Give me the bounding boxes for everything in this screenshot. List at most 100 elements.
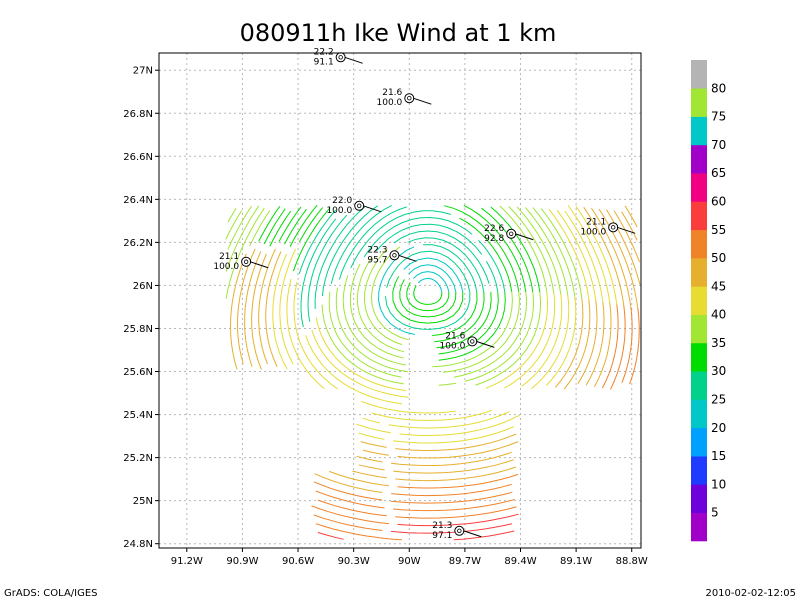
colorbar-swatch xyxy=(691,116,707,146)
streamline xyxy=(338,206,408,280)
colorbar-label: 15 xyxy=(711,449,726,463)
y-tick-label: 25.6N xyxy=(123,367,153,378)
streamline xyxy=(313,481,383,501)
streamline xyxy=(459,217,513,292)
station-temperature: 22.3 xyxy=(367,245,387,255)
station-marker: 22.395.7 xyxy=(367,245,417,265)
colorbar-swatch xyxy=(691,201,707,231)
station-dot xyxy=(470,339,475,344)
station-circle xyxy=(335,52,346,63)
station-circle xyxy=(354,200,365,211)
streamline xyxy=(313,514,383,531)
footer-credit: GrADS: COLA/IGES xyxy=(4,588,98,599)
streamline xyxy=(356,423,391,434)
streamline xyxy=(265,251,282,367)
streamline xyxy=(540,208,583,299)
streamline xyxy=(598,208,639,309)
x-tick-label: 89.7W xyxy=(449,556,481,567)
streamline xyxy=(406,282,450,312)
streamline xyxy=(356,455,383,463)
streamline xyxy=(583,206,625,306)
streamline xyxy=(292,207,331,272)
colorbar-label: 35 xyxy=(711,336,726,350)
y-tick-label: 26.2N xyxy=(123,238,153,249)
streamline xyxy=(555,297,584,388)
station-circle xyxy=(404,93,415,104)
streamline xyxy=(391,483,512,497)
wind-barb xyxy=(413,97,432,105)
station-temperature: 22.2 xyxy=(314,47,334,57)
streamline xyxy=(516,206,562,295)
station-marker: 22.291.1 xyxy=(314,47,363,67)
streamline xyxy=(342,275,407,366)
streamline xyxy=(624,205,638,228)
streamline xyxy=(315,317,407,392)
plot-frame xyxy=(158,52,642,549)
streamline xyxy=(258,206,281,242)
station-pressure: 100.0 xyxy=(580,227,606,237)
station-pressure: 100.0 xyxy=(377,98,403,108)
streamline xyxy=(585,301,605,386)
streamline xyxy=(388,411,510,429)
streamline xyxy=(395,506,517,519)
colorbar-swatch xyxy=(691,144,707,174)
colorbar-swatch xyxy=(691,456,707,485)
streamline xyxy=(391,523,513,534)
station-dot xyxy=(509,231,514,236)
streamline xyxy=(548,209,590,300)
station-circle xyxy=(454,525,465,536)
streamline xyxy=(370,246,409,341)
colorbar-label: 30 xyxy=(711,364,726,378)
streamline xyxy=(225,210,243,240)
streamline xyxy=(508,205,555,294)
wind-barb xyxy=(463,530,482,538)
colorbar-swatch xyxy=(691,229,707,259)
streamline xyxy=(298,207,323,243)
streamline xyxy=(317,532,344,540)
station-dot xyxy=(457,528,462,533)
streamline xyxy=(475,291,542,386)
streamline xyxy=(393,499,515,512)
streamline xyxy=(286,278,325,390)
colorbar-swatch xyxy=(691,60,707,89)
x-tick-label: 91.2W xyxy=(171,556,203,567)
station-pressure: 100.0 xyxy=(440,341,466,351)
x-tick-label: 88.8W xyxy=(616,556,648,567)
streamline xyxy=(328,291,402,378)
y-tick-label: 25N xyxy=(133,496,153,507)
streamline xyxy=(613,210,640,263)
streamline xyxy=(463,204,527,292)
streamline xyxy=(438,382,457,386)
streamline xyxy=(362,449,389,456)
wind-barb xyxy=(249,261,269,269)
streamline xyxy=(363,216,473,258)
station-temperature: 21.6 xyxy=(445,331,465,341)
station-dot xyxy=(610,225,616,230)
x-tick-label: 90.9W xyxy=(226,556,258,567)
streamline xyxy=(481,207,534,292)
station-circle xyxy=(389,250,400,261)
colorbar-swatch xyxy=(691,173,707,202)
wind-barb xyxy=(617,226,636,234)
streamline xyxy=(272,253,288,370)
streamline xyxy=(227,207,237,223)
wind-barb xyxy=(363,205,382,213)
colorbar-label: 80 xyxy=(711,81,726,95)
streamline xyxy=(392,276,464,324)
station-pressure: 91.1 xyxy=(314,57,334,67)
station-temperature: 21.3 xyxy=(432,521,452,531)
streamline xyxy=(610,305,626,390)
streamlines xyxy=(225,204,641,541)
station-pressure: 100.0 xyxy=(213,262,239,272)
colorbar-label: 50 xyxy=(711,251,726,265)
streamline xyxy=(225,207,265,299)
streamline xyxy=(621,211,638,241)
streamline xyxy=(236,248,256,364)
streamline xyxy=(399,414,521,437)
streamline xyxy=(395,433,517,452)
y-tick-label: 25.4N xyxy=(123,410,153,421)
streamline xyxy=(629,308,640,385)
